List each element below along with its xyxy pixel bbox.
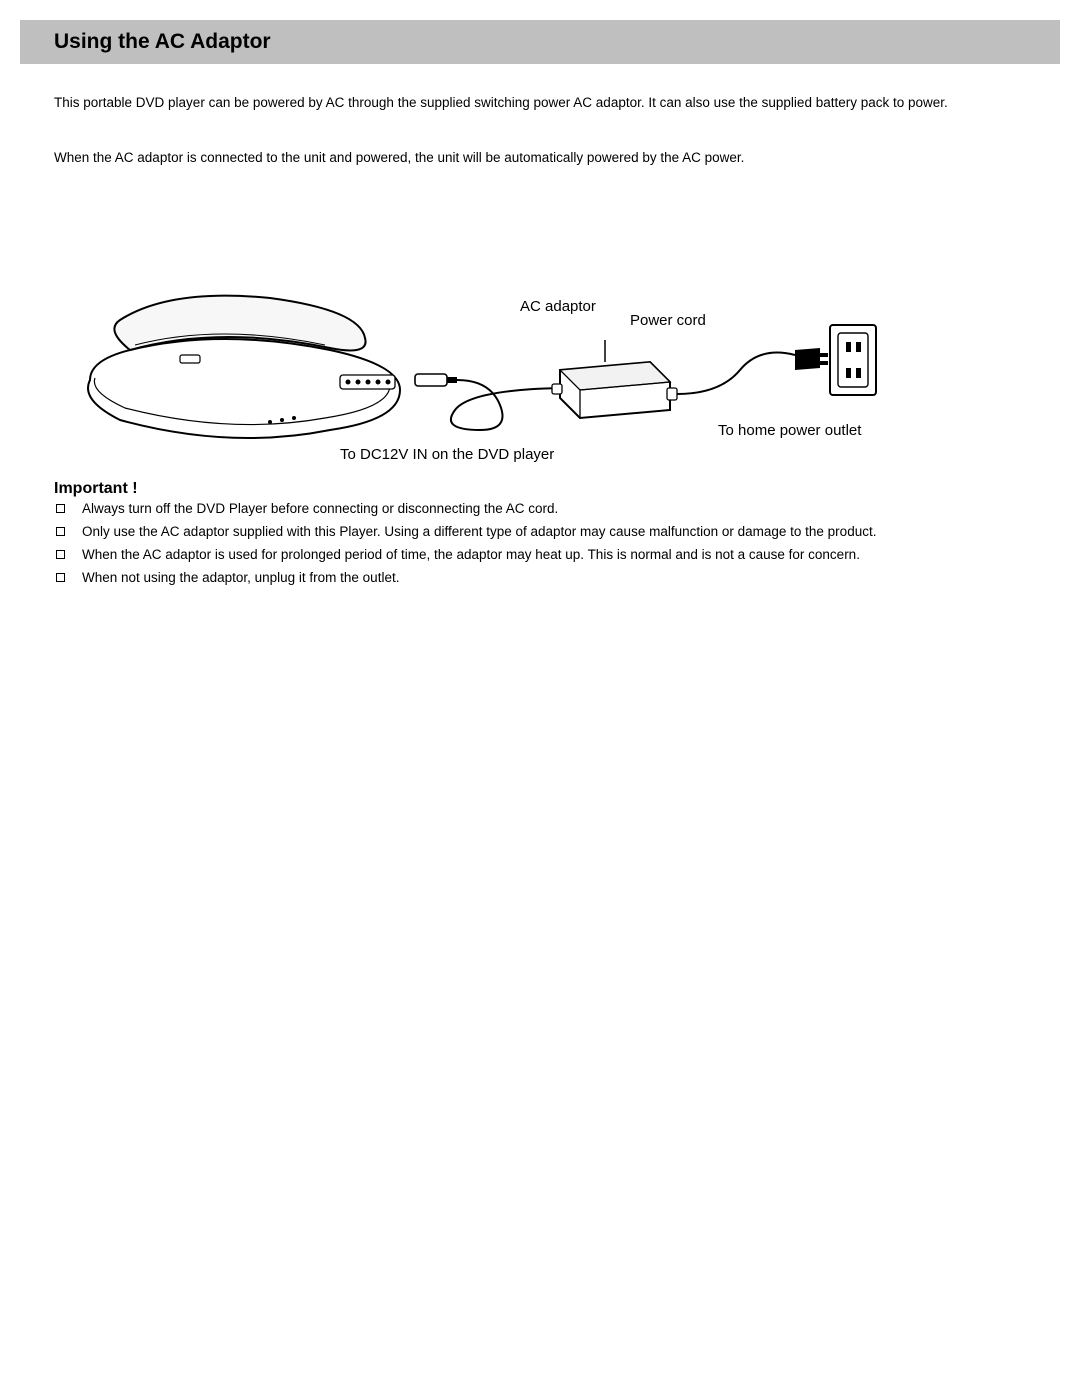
intro-paragraph-1: This portable DVD player can be powered …: [54, 93, 1020, 113]
label-to-dc12v: To DC12V IN on the DVD player: [340, 446, 554, 463]
label-to-outlet: To home power outlet: [718, 422, 861, 439]
intro-paragraph-2: When the AC adaptor is connected to the …: [54, 148, 1020, 168]
label-ac-adaptor: AC adaptor: [520, 298, 596, 315]
important-item: Only use the AC adaptor supplied with th…: [54, 523, 1020, 542]
label-power-cord: Power cord: [630, 312, 706, 329]
important-item: When the AC adaptor is used for prolonge…: [54, 546, 1020, 565]
important-item-text: When the AC adaptor is used for prolonge…: [82, 547, 860, 562]
diagram-svg: [60, 270, 940, 470]
important-heading: Important !: [54, 480, 138, 498]
ac-adaptor-icon: [552, 340, 677, 418]
important-item-text: Only use the AC adaptor supplied with th…: [82, 524, 876, 539]
manual-page: Using the AC Adaptor This portable DVD p…: [0, 0, 1080, 1397]
power-cord-icon: [677, 348, 828, 394]
important-item-text: Always turn off the DVD Player before co…: [82, 501, 558, 516]
dc-plug-icon: [415, 374, 560, 430]
wall-outlet-icon: [830, 325, 876, 395]
dvd-player-icon: [88, 296, 400, 438]
section-header: Using the AC Adaptor: [20, 20, 1060, 64]
important-list: Always turn off the DVD Player before co…: [54, 500, 1020, 592]
important-item: Always turn off the DVD Player before co…: [54, 500, 1020, 519]
connection-diagram: AC adaptor Power cord To home power outl…: [60, 270, 940, 460]
important-item-text: When not using the adaptor, unplug it fr…: [82, 570, 399, 585]
important-item: When not using the adaptor, unplug it fr…: [54, 569, 1020, 588]
section-title: Using the AC Adaptor: [54, 30, 271, 54]
